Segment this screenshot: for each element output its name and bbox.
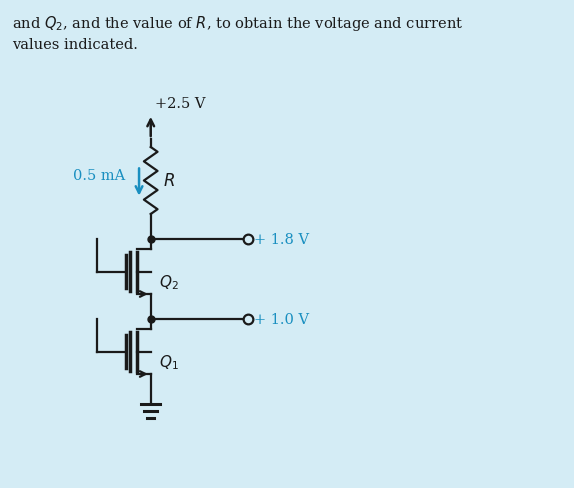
Text: + 1.8 V: + 1.8 V <box>254 232 309 246</box>
Text: $Q_2$: $Q_2$ <box>158 273 178 291</box>
Text: and $Q_2$, and the value of $R$, to obtain the voltage and current: and $Q_2$, and the value of $R$, to obta… <box>11 14 463 33</box>
Text: $Q_1$: $Q_1$ <box>158 352 178 371</box>
Text: values indicated.: values indicated. <box>11 38 138 52</box>
Text: + 1.0 V: + 1.0 V <box>254 312 309 326</box>
Text: +2.5 V: +2.5 V <box>154 97 205 111</box>
Text: 0.5 mA: 0.5 mA <box>73 169 125 183</box>
Text: $R$: $R$ <box>164 173 175 190</box>
